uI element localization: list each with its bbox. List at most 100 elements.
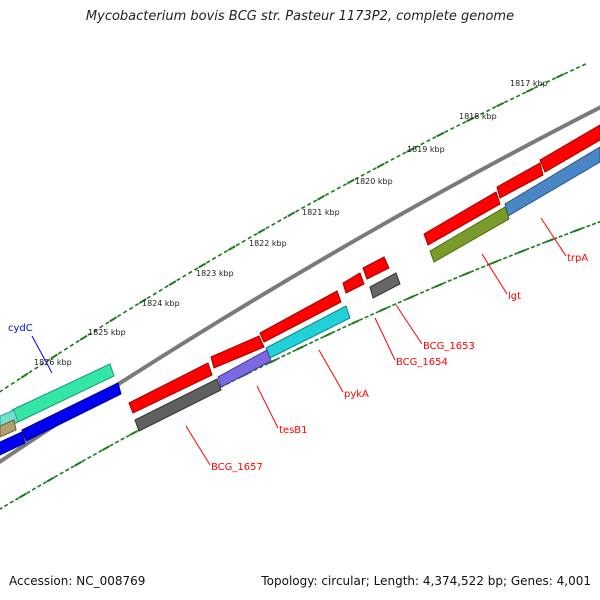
- outer-tick: [257, 228, 266, 234]
- outer-tick: [330, 189, 336, 193]
- outer-tick: [444, 129, 449, 134]
- gene-bar-fwd-6[interactable]: [259, 290, 342, 343]
- topology-text: Topology: circular; Length: 4,374,522 bp…: [261, 574, 591, 588]
- inner-tick: [320, 335, 325, 340]
- gene-label-BCG_1657[interactable]: BCG_1657: [211, 462, 263, 473]
- outer-tick: [396, 154, 401, 158]
- outer-tick: [241, 239, 246, 243]
- reverse-strand: [0, 146, 600, 456]
- gene-bar-fwd-2[interactable]: [496, 162, 544, 199]
- inner-tick: [59, 471, 64, 475]
- accession-text: Accession: NC_008769: [9, 574, 146, 588]
- outer-tick: [581, 63, 587, 67]
- gene-label-BCG_1653[interactable]: BCG_1653: [423, 341, 475, 352]
- inner-tick: [0, 507, 3, 510]
- inner-tick: [323, 332, 332, 338]
- gene-bar-fwd-1[interactable]: [539, 124, 600, 173]
- map-title: Mycobacterium bovis BCG str. Pasteur 117…: [85, 9, 515, 24]
- outer-tick: [176, 277, 181, 282]
- trpA-label-line: [540, 217, 567, 257]
- gene-label-pykA[interactable]: pykA: [344, 389, 369, 400]
- kbp-label-1825: 1825 kbp: [88, 328, 126, 337]
- gene-bar-rev-7[interactable]: [21, 382, 122, 442]
- outer-tick: [223, 249, 228, 254]
- inner-tick: [281, 354, 286, 358]
- gene-bar-fwd-5[interactable]: [342, 272, 365, 294]
- inner-tick: [120, 437, 125, 441]
- gene-label-tesB1[interactable]: tesB1: [279, 425, 308, 436]
- outer-tick: [4, 385, 9, 389]
- inner-tick: [15, 497, 20, 501]
- inner-tick: [92, 452, 97, 457]
- inner-tick: [81, 458, 86, 463]
- outer-tick: [376, 162, 385, 169]
- gene-bar-rev-5[interactable]: [217, 349, 272, 388]
- inner-tick: [386, 305, 391, 309]
- outer-tick: [402, 151, 407, 155]
- pykA-label-line: [318, 349, 344, 393]
- outer-tick: [50, 353, 58, 360]
- inner-tick: [31, 487, 36, 491]
- inner-tick: [125, 434, 131, 438]
- gene-bar-rev-9[interactable]: [0, 419, 17, 438]
- kbp-label-1819: 1819 kbp: [407, 145, 445, 154]
- inner-tick: [351, 319, 360, 325]
- gene-bar-rev-2[interactable]: [429, 206, 510, 263]
- inner-tick: [597, 220, 600, 224]
- outer-tick: [346, 178, 355, 185]
- outer-tick: [152, 292, 157, 296]
- outer-tick: [533, 85, 539, 89]
- BCG_1653-label-line: [395, 304, 423, 345]
- outer-tick: [16, 377, 21, 382]
- inner-tick: [475, 267, 480, 271]
- cydC-label-line: [31, 335, 53, 374]
- inner-tick: [26, 490, 31, 495]
- gene-bar-fwd-4[interactable]: [362, 256, 390, 280]
- gene-label-trpA[interactable]: trpA: [567, 253, 588, 264]
- inner-tick: [469, 269, 475, 273]
- outer-tick: [569, 68, 575, 72]
- outer-tick: [57, 351, 63, 355]
- gene-bar-rev-3[interactable]: [369, 272, 401, 299]
- gene-bar-fwd-7[interactable]: [210, 335, 265, 369]
- outer-tick: [515, 94, 521, 98]
- inner-tick: [375, 310, 380, 314]
- gene-bar-fwd-8[interactable]: [128, 362, 213, 414]
- gene-bar-fwd-3[interactable]: [423, 191, 501, 246]
- tesB1-label-line: [256, 385, 279, 429]
- outer-tick: [551, 77, 557, 81]
- outer-tick: [182, 274, 187, 278]
- outer-tick: [354, 176, 359, 181]
- outer-tick: [287, 211, 296, 218]
- outer-tick: [491, 105, 497, 110]
- inner-tick: [268, 358, 277, 365]
- gene-bar-rev-6[interactable]: [134, 378, 222, 432]
- inner-tick: [314, 338, 319, 342]
- outer-tick: [34, 366, 39, 370]
- outer-tick: [317, 194, 325, 201]
- outer-tick: [450, 126, 455, 131]
- inner-tick: [517, 248, 526, 254]
- inner-tick-ring: [0, 220, 600, 510]
- gene-label-lgt[interactable]: lgt: [508, 291, 521, 302]
- gene-label-cydC[interactable]: cydC: [8, 323, 33, 334]
- gene-label-BCG_1654[interactable]: BCG_1654: [396, 357, 448, 368]
- outer-tick: [164, 285, 169, 289]
- inner-tick: [586, 224, 591, 228]
- inner-tick: [434, 282, 443, 288]
- outer-tick: [0, 389, 4, 393]
- inner-tick: [101, 445, 110, 451]
- outer-tick-ring: [0, 63, 587, 393]
- inner-tick: [392, 303, 397, 307]
- inner-tick: [530, 245, 536, 249]
- gene-bar-rev-8[interactable]: [0, 431, 26, 456]
- inner-tick: [358, 317, 364, 322]
- outer-tick: [277, 219, 282, 223]
- label-lines: [31, 217, 567, 466]
- inner-tick: [303, 343, 308, 347]
- outer-tick: [426, 139, 431, 143]
- outer-tick: [93, 328, 98, 333]
- outer-tick: [390, 157, 395, 161]
- outer-tick: [336, 186, 341, 190]
- kbp-label-1826: 1826 kbp: [34, 358, 72, 367]
